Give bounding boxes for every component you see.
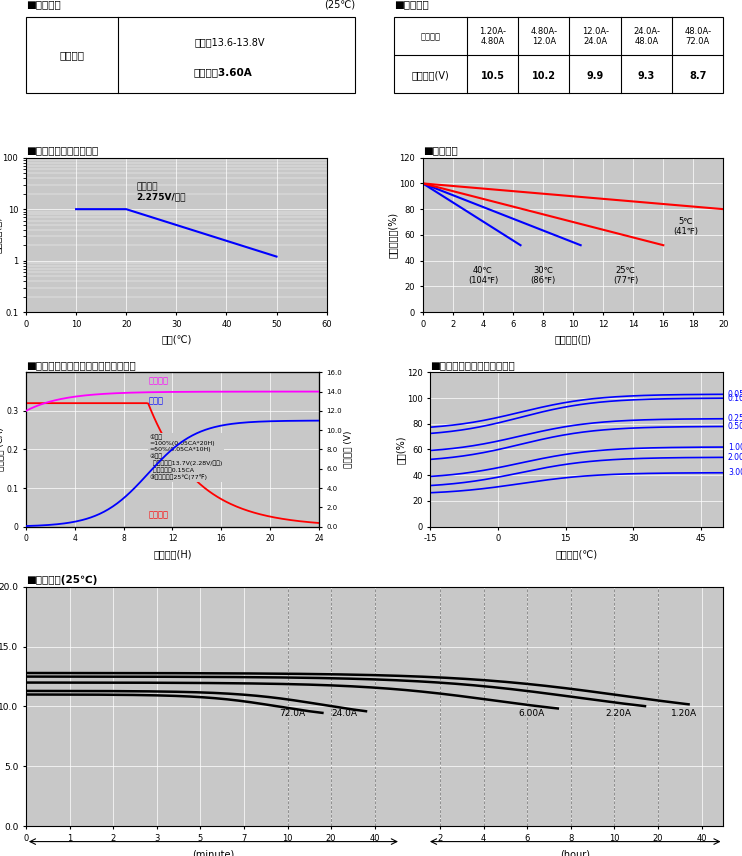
Text: ■放电特性(25℃): ■放电特性(25℃) — [26, 574, 97, 585]
Y-axis label: 使用寿命(年): 使用寿命(年) — [0, 217, 1, 253]
Text: 充电电流: 充电电流 — [149, 510, 169, 519]
Text: 2.20A: 2.20A — [605, 709, 631, 718]
Text: 10.2: 10.2 — [532, 70, 556, 80]
Text: ■容量与温度及放电电流关系: ■容量与温度及放电电流关系 — [430, 360, 515, 370]
Text: 充放比: 充放比 — [149, 396, 164, 405]
X-axis label: 电池温度(℃): 电池温度(℃) — [556, 549, 598, 559]
Text: 25℃
(77℉): 25℃ (77℉) — [613, 266, 638, 285]
Y-axis label: 充电电流 (CA): 充电电流 (CA) — [0, 428, 4, 472]
Text: (minute): (minute) — [192, 850, 234, 856]
Text: 1.20A-
4.80A: 1.20A- 4.80A — [479, 27, 506, 46]
Y-axis label: 容量(%): 容量(%) — [395, 435, 406, 464]
X-axis label: 充电时间(H): 充电时间(H) — [154, 549, 191, 559]
Text: 终止电压(V): 终止电压(V) — [412, 70, 450, 80]
Text: 10.5: 10.5 — [481, 70, 505, 80]
Text: ■浮充用途的定电压和限电流充电特性: ■浮充用途的定电压和限电流充电特性 — [26, 360, 136, 370]
Text: 9.9: 9.9 — [586, 70, 604, 80]
Text: 5℃
(41℉): 5℃ (41℉) — [674, 217, 698, 236]
Text: 1.20A: 1.20A — [672, 709, 697, 718]
Text: ①放电
=100%(0.05CA*20H)
=50%(0.05CA*10H)
②充电
  充电电压：13.7V(2.28V/单元)
  充电电流：0.15CA
: ①放电 =100%(0.05CA*20H) =50%(0.05CA*10H) ②… — [149, 434, 223, 480]
Text: 24.0A: 24.0A — [331, 709, 357, 718]
Y-axis label: 充电电压 (V): 充电电压 (V) — [344, 431, 352, 468]
Text: (25℃): (25℃) — [324, 0, 355, 9]
Text: 3.00CA: 3.00CA — [728, 468, 742, 478]
Text: 9.3: 9.3 — [638, 70, 655, 80]
Text: ■残存容量: ■残存容量 — [423, 146, 458, 156]
X-axis label: 温度(℃): 温度(℃) — [161, 335, 191, 344]
Y-axis label: 容量保存率(%): 容量保存率(%) — [388, 211, 398, 258]
Text: 浮充用途: 浮充用途 — [59, 51, 85, 60]
Text: 6.00A: 6.00A — [519, 709, 545, 718]
Text: 1.00CA: 1.00CA — [728, 443, 742, 452]
Text: 2.00CA: 2.00CA — [728, 453, 742, 462]
Text: 24.0A-
48.0A: 24.0A- 48.0A — [633, 27, 660, 46]
Text: 0.05CA: 0.05CA — [728, 389, 742, 399]
Text: 电池电压: 电池电压 — [149, 376, 169, 385]
Text: 72.0A: 72.0A — [279, 709, 305, 718]
Text: 40℃
(104℉): 40℃ (104℉) — [467, 266, 498, 285]
Text: 48.0A-
72.0A: 48.0A- 72.0A — [684, 27, 712, 46]
Text: 12.0A-
24.0A: 12.0A- 24.0A — [582, 27, 608, 46]
Text: 0.25CA: 0.25CA — [728, 414, 742, 423]
Text: 30℃
(86℉): 30℃ (86℉) — [531, 266, 556, 285]
Text: 充电电压
2.275V/单元: 充电电压 2.275V/单元 — [137, 181, 186, 201]
Text: 定电压13.6-13.8V: 定电压13.6-13.8V — [194, 38, 265, 47]
Text: 8.7: 8.7 — [689, 70, 706, 80]
Text: ■不同温度下的浮充寿命: ■不同温度下的浮充寿命 — [26, 146, 98, 156]
Text: 4.80A-
12.0A: 4.80A- 12.0A — [531, 27, 557, 46]
Text: 最大电流3.60A: 最大电流3.60A — [194, 67, 253, 77]
X-axis label: 保存时间(月): 保存时间(月) — [554, 335, 591, 344]
Text: 0.50CA: 0.50CA — [728, 422, 742, 431]
Text: ■终止电压: ■终止电压 — [395, 0, 429, 9]
Text: 0.10CA: 0.10CA — [728, 394, 742, 402]
Text: 放电电流: 放电电流 — [421, 32, 441, 41]
Text: ■充电方法: ■充电方法 — [26, 0, 61, 9]
Text: (hour): (hour) — [560, 850, 590, 856]
